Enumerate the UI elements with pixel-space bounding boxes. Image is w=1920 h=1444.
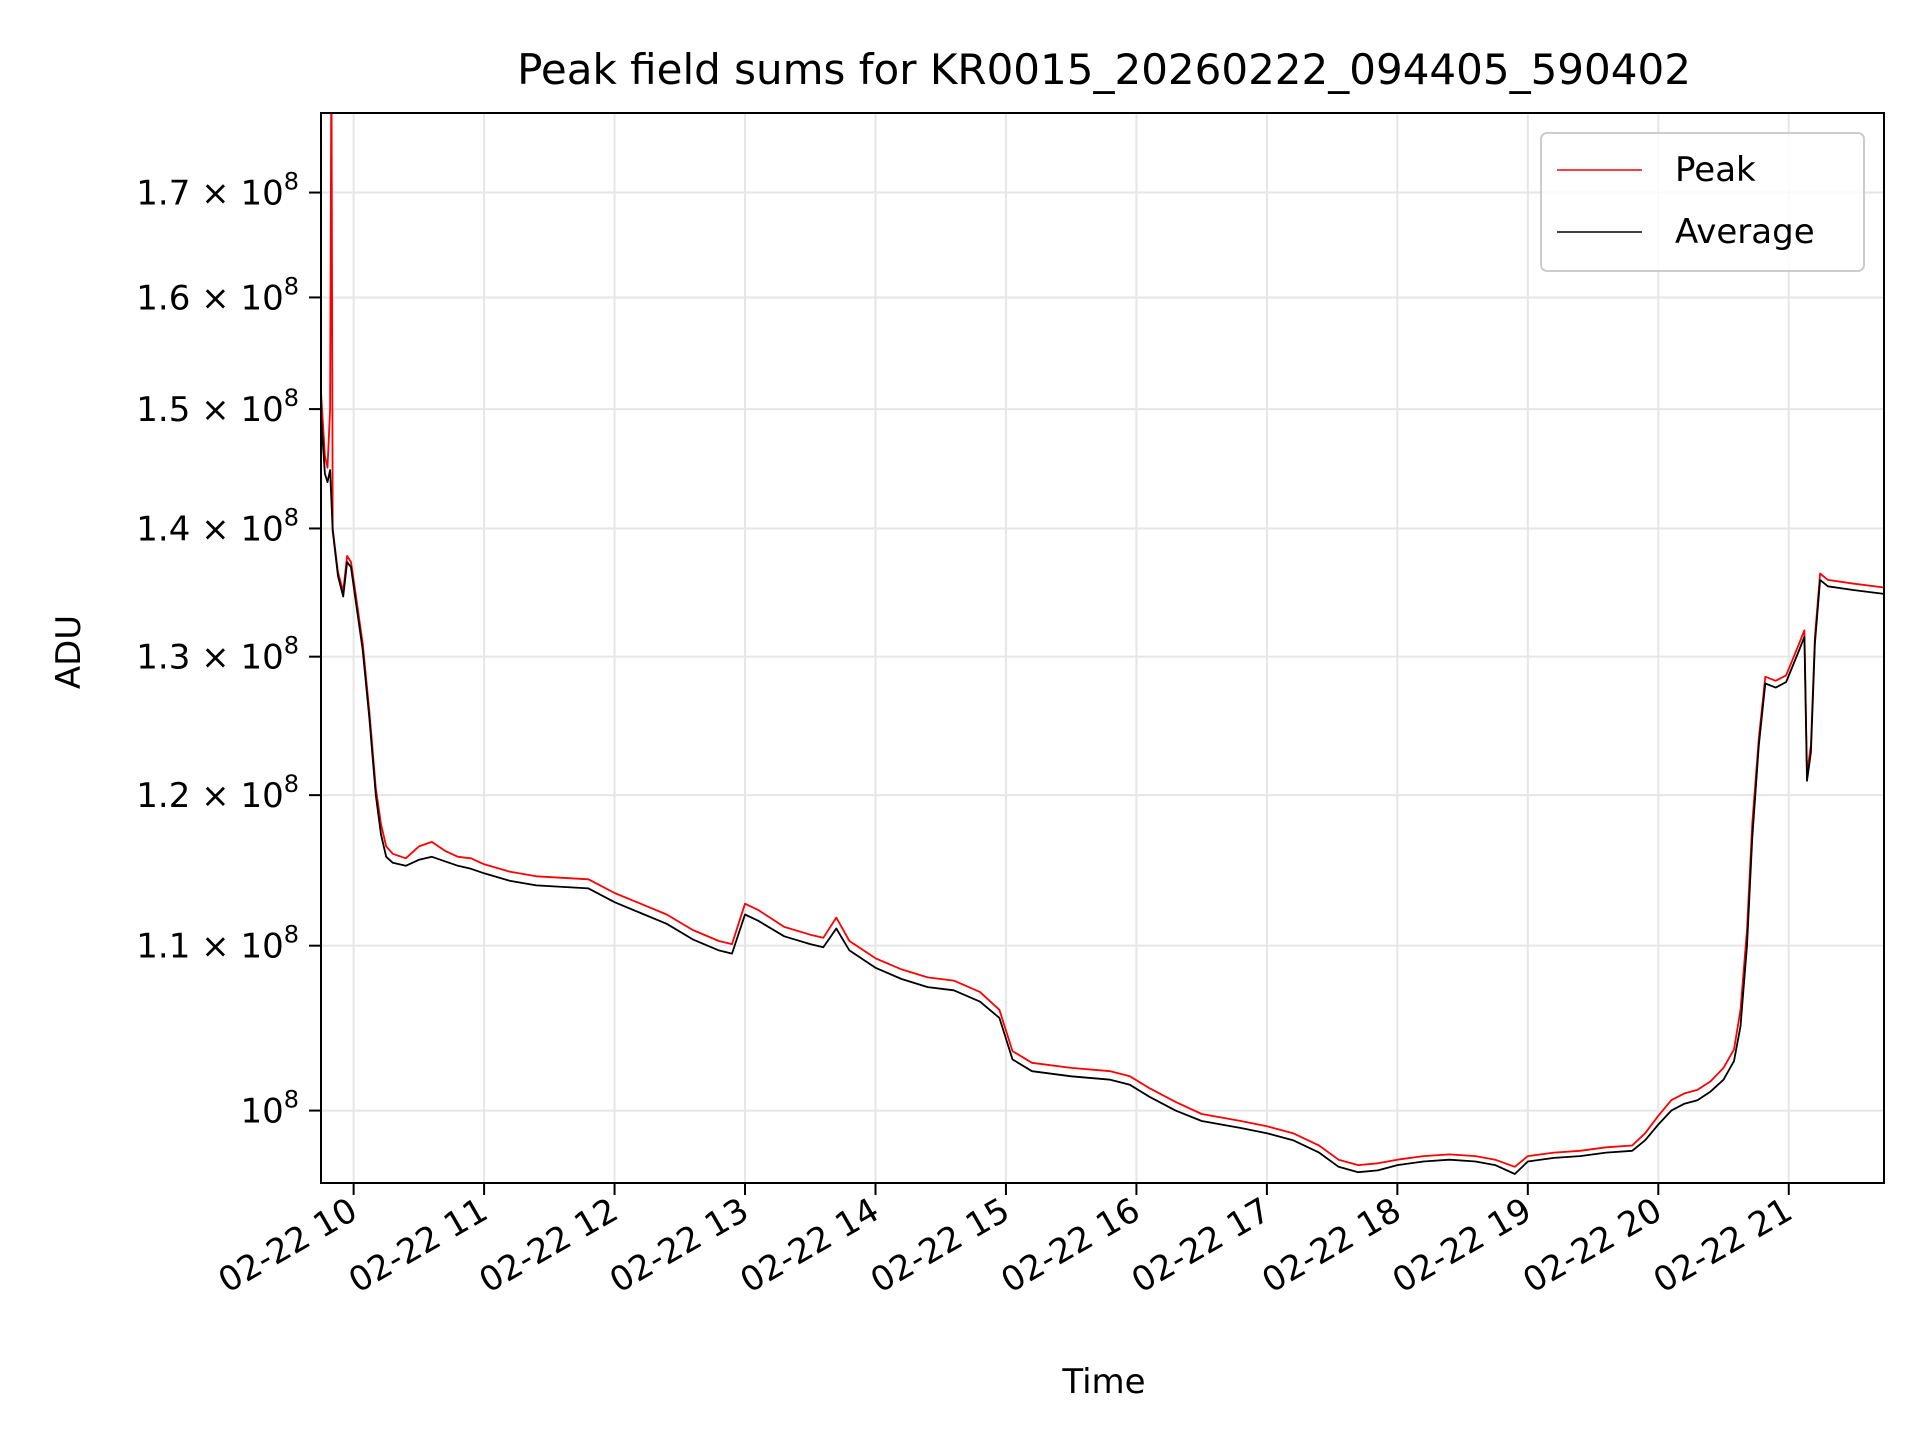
y-tick-label: 1.1 × 108 <box>136 921 299 967</box>
y-tick-label: 1.5 × 108 <box>136 384 299 430</box>
chart-title: Peak field sums for KR0015_20260222_0944… <box>517 45 1691 94</box>
legend-label-average: Average <box>1675 212 1815 252</box>
y-tick-label: 1.4 × 108 <box>136 503 299 549</box>
series-line-peak <box>321 113 1884 1168</box>
series-line-average <box>321 414 1884 1175</box>
y-axis-label: ADU <box>49 615 89 689</box>
y-tick-label: 1.6 × 108 <box>136 272 299 318</box>
y-tick-label: 1.2 × 108 <box>136 770 299 816</box>
series-layer <box>321 113 1884 1175</box>
legend: Peak Average <box>1540 132 1865 272</box>
plot-frame <box>320 112 1885 1184</box>
y-tick-label: 1.7 × 108 <box>136 168 299 214</box>
x-axis-label: Time <box>1061 1362 1145 1402</box>
legend-box <box>1540 132 1865 272</box>
legend-label-peak: Peak <box>1675 150 1756 190</box>
y-tick-label: 1.3 × 108 <box>136 632 299 678</box>
y-tick-label: 108 <box>240 1086 299 1132</box>
